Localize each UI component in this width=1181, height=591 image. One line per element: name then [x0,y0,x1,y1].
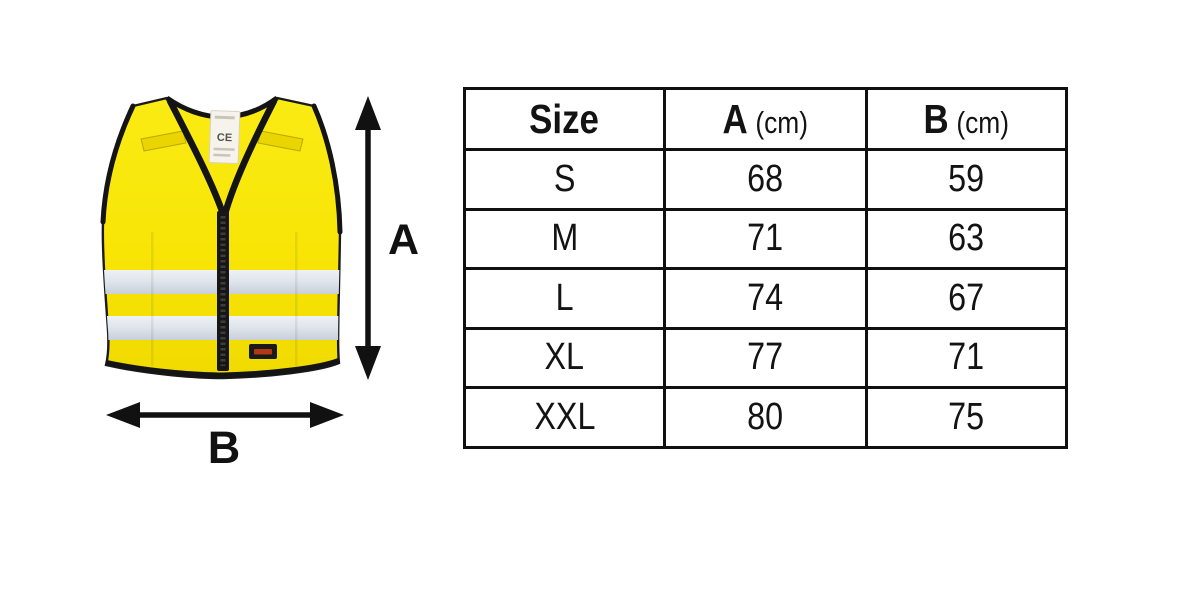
b-value-cell: 67 [865,267,1068,330]
shoulder-flap-right [257,130,304,152]
arrowhead-down-icon [355,346,381,380]
table-row-xl: XL 77 71 [463,326,1068,389]
arrowhead-right-icon [310,402,344,428]
ce-mark-text: CE [217,132,233,145]
size-cell: L [463,267,666,330]
zipper [217,211,229,371]
a-value-cell: 68 [663,148,868,211]
column-header-b: B (cm) [865,87,1068,151]
arrowhead-up-icon [355,96,381,130]
table-row-xxl: XXL 80 75 [463,386,1068,449]
b-value-cell: 59 [865,148,1068,211]
armhole-trim-right [311,103,343,235]
table-row-l: L 74 67 [463,267,1068,330]
b-value-cell: 63 [865,207,1068,270]
brand-label [249,344,277,359]
panel-seam-left [151,232,154,366]
vest-illustration: CE A [100,95,419,473]
table-header-row: Size A (cm) B (cm) [463,87,1068,151]
a-value-cell: 77 [663,326,868,389]
table-row-m: M 71 63 [463,207,1068,270]
bottom-hem [103,357,341,378]
size-cell: XXL [463,386,666,449]
size-cell: M [463,207,666,270]
height-dimension-label: A [388,216,419,264]
size-table: Size A (cm) B (cm) S 68 59 M 71 63 [463,87,1068,449]
b-value-cell: 75 [865,386,1068,449]
panel-seam-right [295,232,298,366]
table-row-s: S 68 59 [463,148,1068,211]
column-header-a: A (cm) [663,87,868,151]
neckline-trim-left [166,97,227,218]
arrowhead-left-icon [106,402,140,428]
size-cell: S [463,148,666,211]
armhole-trim-left [100,103,136,225]
vest-diagram: CE A [0,0,460,591]
column-header-size: Size [463,87,666,151]
a-value-cell: 80 [663,386,868,449]
height-arrow [355,96,381,380]
shoulder-flap-left [140,130,187,152]
a-value-cell: 71 [663,207,868,270]
size-cell: XL [463,326,666,389]
width-dimension-label: B [208,422,241,473]
b-value-cell: 71 [865,326,1068,389]
neck-label: CE [208,110,241,164]
neckline-trim-right [221,97,278,218]
a-value-cell: 74 [663,267,868,330]
width-arrow [106,402,344,428]
